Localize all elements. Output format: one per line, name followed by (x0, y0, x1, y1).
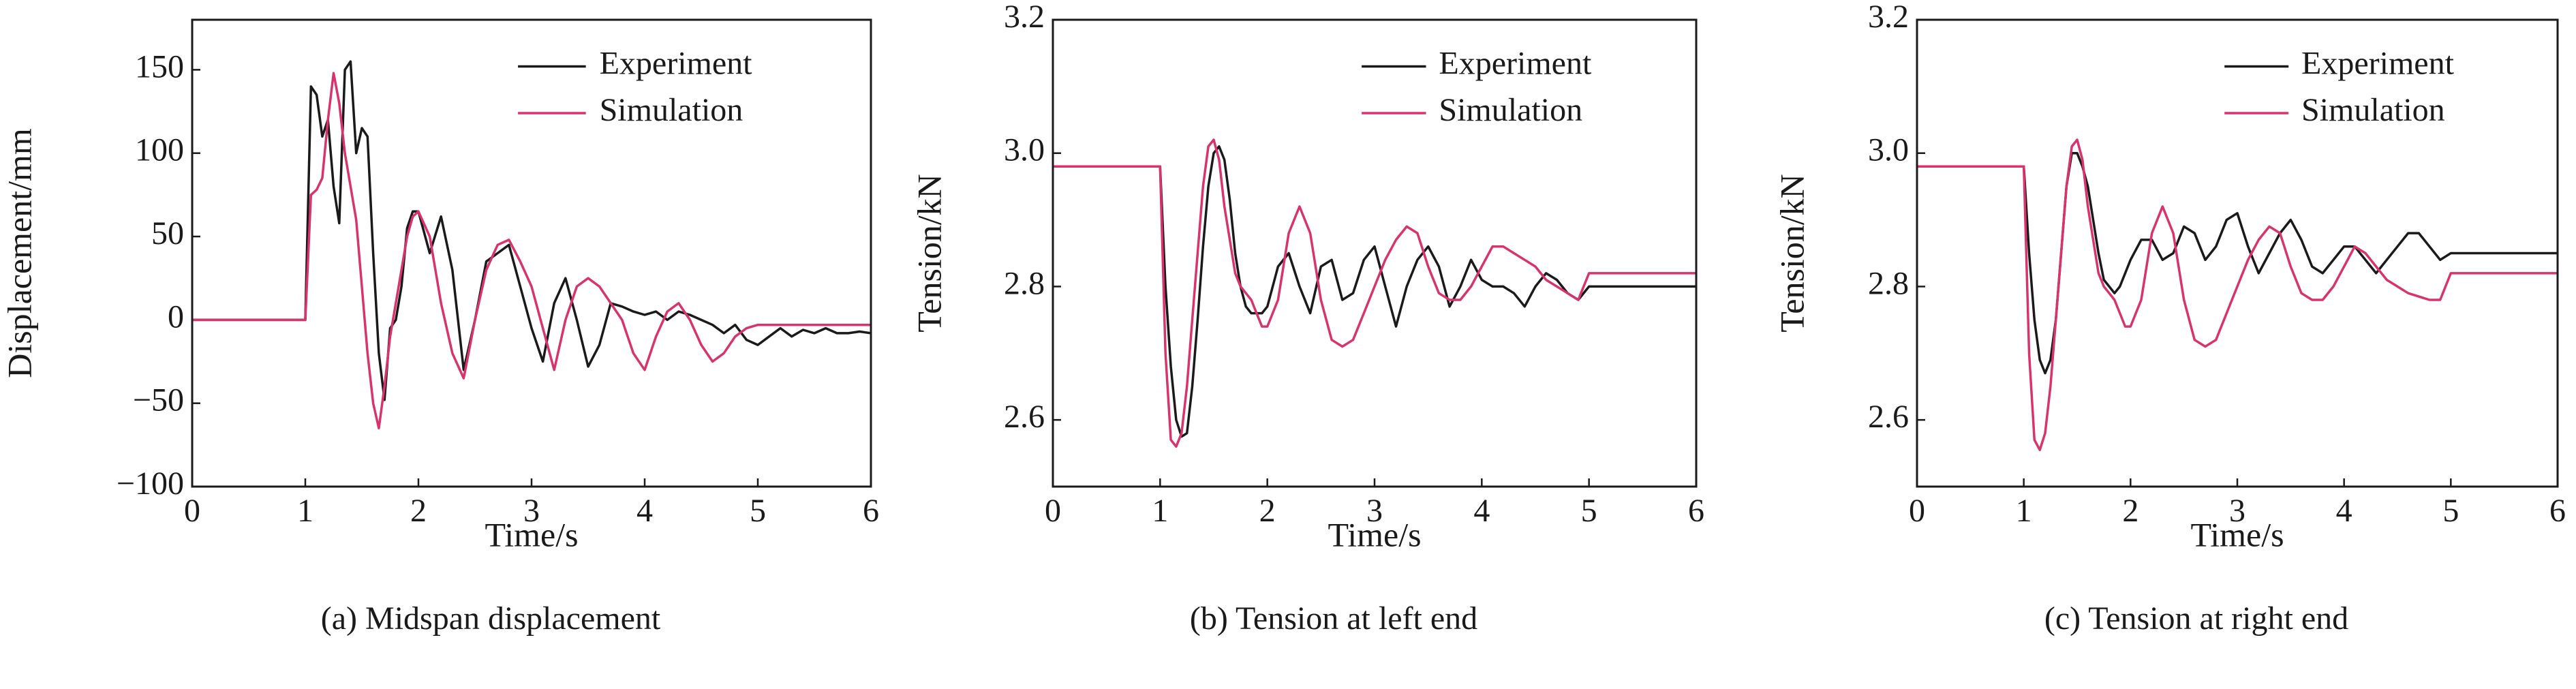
y-axis-label: Tension/kN (1773, 174, 1811, 333)
x-tick-label: 5 (1581, 493, 1597, 529)
series-line (1053, 145, 1696, 438)
legend-label: Experiment (1439, 46, 1592, 82)
x-tick-label: 2 (410, 493, 427, 529)
y-tick-label: 150 (135, 48, 184, 85)
x-tick-label: 3 (523, 493, 540, 529)
x-tick-label: 0 (184, 493, 200, 529)
x-tick-label: 5 (2442, 493, 2459, 529)
x-tick-label: 4 (2336, 493, 2352, 529)
x-tick-label: 1 (297, 493, 313, 529)
y-tick-label: 2.6 (1868, 399, 1909, 435)
y-tick-label: 100 (135, 132, 184, 168)
x-tick-label: 2 (1259, 493, 1276, 529)
caption: (b) Tension at left end (1190, 600, 1477, 637)
x-tick-label: 4 (637, 493, 653, 529)
plot-frame (1916, 18, 2559, 488)
y-tick-label: 2.8 (1868, 265, 1909, 301)
x-axis-label: Time/s (1328, 515, 1421, 553)
x-axis-label: Time/s (485, 515, 578, 553)
x-tick-label: 4 (1473, 493, 1490, 529)
x-tick-label: 6 (863, 493, 879, 529)
legend-label: Simulation (2301, 92, 2445, 128)
x-tick-label: 6 (2549, 493, 2566, 529)
y-tick-label: −100 (117, 465, 184, 502)
series-line (1053, 138, 1696, 448)
y-tick-label: −50 (133, 382, 184, 418)
series-line (1917, 151, 2558, 375)
x-tick-label: 2 (2122, 493, 2138, 529)
y-axis-label: Displacement/mm (0, 128, 38, 378)
plot-frame (191, 18, 872, 488)
x-tick-label: 0 (1909, 493, 1925, 529)
x-tick-label: 6 (1688, 493, 1704, 529)
y-axis-label: Tension/kN (910, 174, 948, 333)
x-tick-label: 3 (2229, 493, 2245, 529)
x-tick-label: 1 (1152, 493, 1168, 529)
legend-label: Simulation (1439, 92, 1582, 128)
legend-label: Experiment (600, 46, 753, 82)
series-line (1917, 138, 2558, 451)
x-tick-label: 5 (750, 493, 766, 529)
caption: (c) Tension at right end (2044, 600, 2348, 637)
y-tick-label: 3.2 (1004, 0, 1045, 35)
legend-label: Simulation (600, 92, 743, 128)
y-tick-label: 3.0 (1868, 132, 1909, 168)
y-tick-label: 2.6 (1004, 399, 1045, 435)
y-tick-label: 2.8 (1004, 265, 1045, 301)
legend-label: Experiment (2301, 46, 2455, 82)
caption: (a) Midspan displacement (321, 600, 661, 637)
series-line (192, 60, 872, 401)
y-tick-label: 3.2 (1868, 0, 1909, 35)
y-tick-label: 0 (168, 298, 184, 335)
y-tick-label: 50 (151, 215, 184, 251)
x-tick-label: 0 (1045, 493, 1061, 529)
x-tick-label: 1 (2016, 493, 2032, 529)
plot-frame (1052, 18, 1698, 488)
x-tick-label: 3 (1366, 493, 1383, 529)
y-tick-label: 3.0 (1004, 132, 1045, 168)
x-axis-label: Time/s (2190, 515, 2284, 553)
series-line (192, 72, 871, 430)
